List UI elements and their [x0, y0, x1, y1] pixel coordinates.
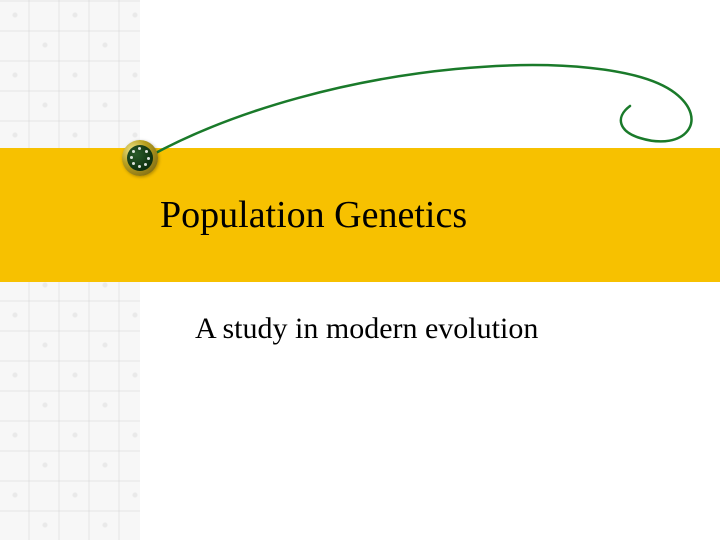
slide-subtitle: A study in modern evolution: [195, 310, 615, 348]
bullet-dot: [132, 162, 135, 165]
bullet-dot: [130, 156, 133, 159]
bullet-ornament: [122, 140, 158, 176]
bullet-inner-circle: [127, 145, 153, 171]
slide-title: Population Genetics: [160, 193, 467, 237]
title-band: Population Genetics: [0, 148, 720, 282]
subtitle-area: A study in modern evolution: [195, 310, 615, 348]
swoosh-path: [150, 65, 691, 156]
bullet-dot: [144, 163, 147, 166]
bullet-dot: [132, 150, 135, 153]
bullet-dot: [138, 147, 141, 150]
bullet-dot: [138, 165, 141, 168]
bullet-outer-ring: [122, 140, 158, 176]
bullet-dot: [145, 150, 148, 153]
bullet-dot: [147, 157, 150, 160]
